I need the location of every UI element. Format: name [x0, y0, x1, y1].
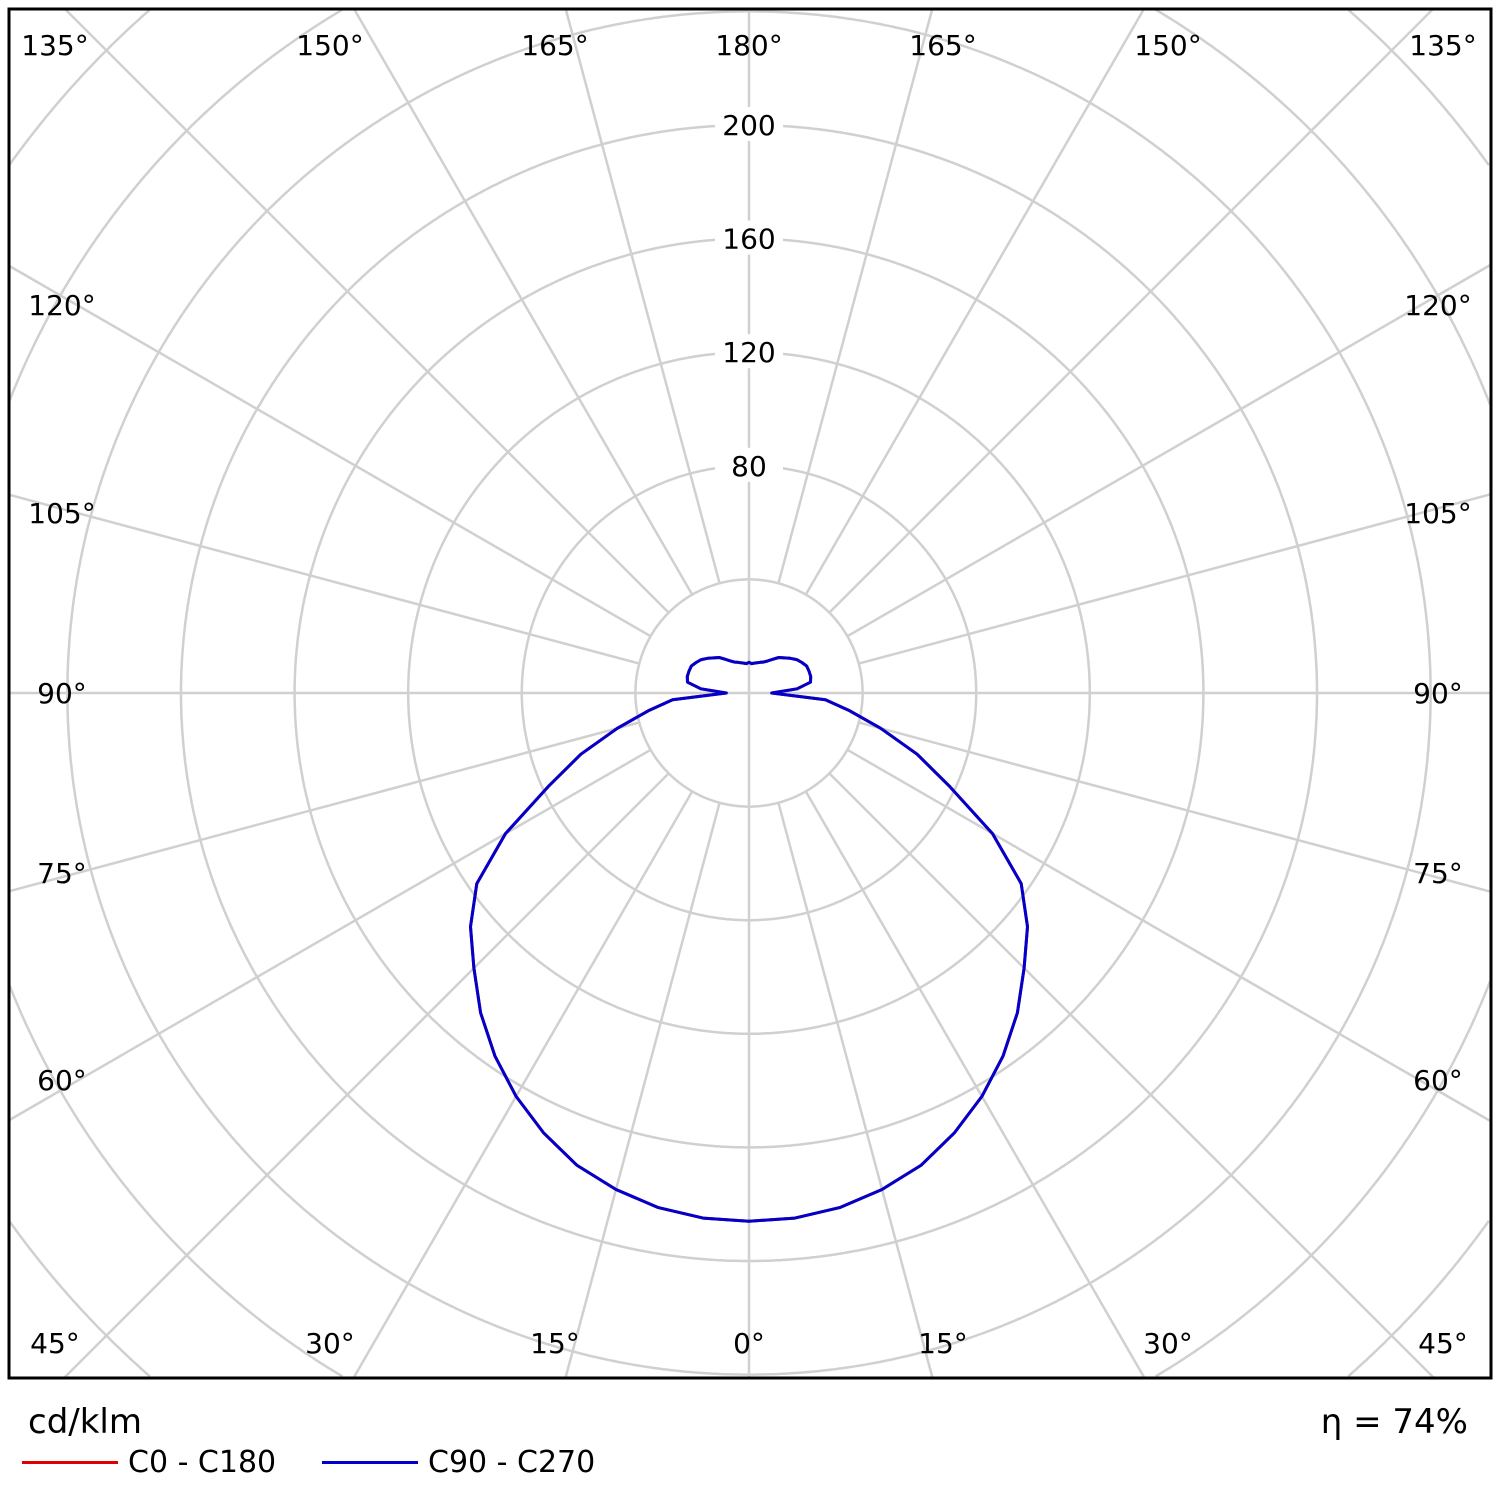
- angle-label-bottom: 30°: [305, 1327, 355, 1360]
- grid-spoke: [777, 8, 934, 584]
- tick-label-bg: [715, 334, 783, 369]
- angle-label-left: 90°: [37, 677, 87, 710]
- efficiency-label: η = 74%: [1320, 1402, 1468, 1442]
- angle-label-bottom: 45°: [1418, 1327, 1468, 1360]
- unit-label: cd/klm: [28, 1402, 142, 1442]
- angle-label-right: 90°: [1413, 677, 1463, 710]
- grid-spoke: [8, 748, 652, 1122]
- angle-label-right: 105°: [1404, 497, 1471, 530]
- grid-spoke: [564, 8, 721, 584]
- angle-label-top: 150°: [1134, 29, 1201, 62]
- grid-ring: [8, 8, 1490, 1378]
- grid-spoke: [828, 772, 1435, 1379]
- angle-label-right: 120°: [1404, 289, 1471, 322]
- grid-spoke: [777, 802, 934, 1379]
- legend-swatch-c90: [322, 1461, 418, 1464]
- angle-label-top: 135°: [21, 29, 88, 62]
- grid-ring: [7, 8, 1492, 1378]
- grid-spoke: [858, 721, 1492, 894]
- angle-label-right: 75°: [1413, 857, 1463, 890]
- angle-label-bottom: 15°: [918, 1327, 968, 1360]
- tick-label-bg: [715, 220, 783, 255]
- grid-spoke: [63, 772, 670, 1379]
- angle-label-top: 150°: [296, 29, 363, 62]
- radial-tick-label: 120: [722, 336, 775, 369]
- angle-label-bottom: 0°: [733, 1327, 765, 1360]
- angle-label-bottom: 45°: [30, 1327, 80, 1360]
- radial-tick-label: 160: [722, 223, 775, 256]
- legend-label-c0: C0 - C180: [128, 1445, 277, 1480]
- angle-label-top: 135°: [1409, 29, 1476, 62]
- curves: [469, 656, 1029, 1223]
- grid-spoke: [353, 8, 694, 596]
- grid-spoke: [352, 790, 694, 1379]
- legend-swatch-c0: [22, 1461, 118, 1464]
- angle-label-left: 105°: [28, 497, 95, 530]
- grid-spoke: [804, 8, 1145, 596]
- grid-spoke: [64, 8, 670, 614]
- grid-spoke: [804, 790, 1146, 1379]
- grid-spoke: [846, 748, 1492, 1123]
- grid-spoke: [828, 8, 1434, 614]
- plot-frame: [7, 7, 1493, 1380]
- angle-label-right: 60°: [1413, 1064, 1463, 1097]
- tick-label-bg: [715, 107, 783, 141]
- angle-labels: 80 120 160 200 135° 150° 165° 180° 165° 150° 135° 4…: [21, 29, 1476, 1360]
- grid-spoke: [846, 263, 1492, 638]
- angle-label-top: 165°: [521, 29, 588, 62]
- grid-spoke: [8, 264, 652, 638]
- angle-label-left: 75°: [37, 857, 87, 890]
- radial-tick-label: 200: [722, 109, 775, 142]
- angle-label-left: 60°: [37, 1064, 87, 1097]
- grid-spoke: [564, 802, 721, 1379]
- grid-spoke: [858, 492, 1492, 665]
- tick-label-bg: [715, 447, 783, 482]
- angle-label-top: 165°: [909, 29, 976, 62]
- angle-label-bottom: 15°: [530, 1327, 580, 1360]
- grid-spoke: [8, 493, 640, 665]
- angle-label-top: 180°: [715, 29, 782, 62]
- angle-label-bottom: 30°: [1143, 1327, 1193, 1360]
- curve-c90-c270: [469, 656, 1029, 1223]
- polar-grid: [7, 8, 1492, 1379]
- angle-label-left: 120°: [28, 289, 95, 322]
- legend-label-c90: C90 - C270: [428, 1445, 596, 1480]
- grid-spoke: [8, 721, 640, 893]
- radial-tick-label: 80: [731, 450, 767, 483]
